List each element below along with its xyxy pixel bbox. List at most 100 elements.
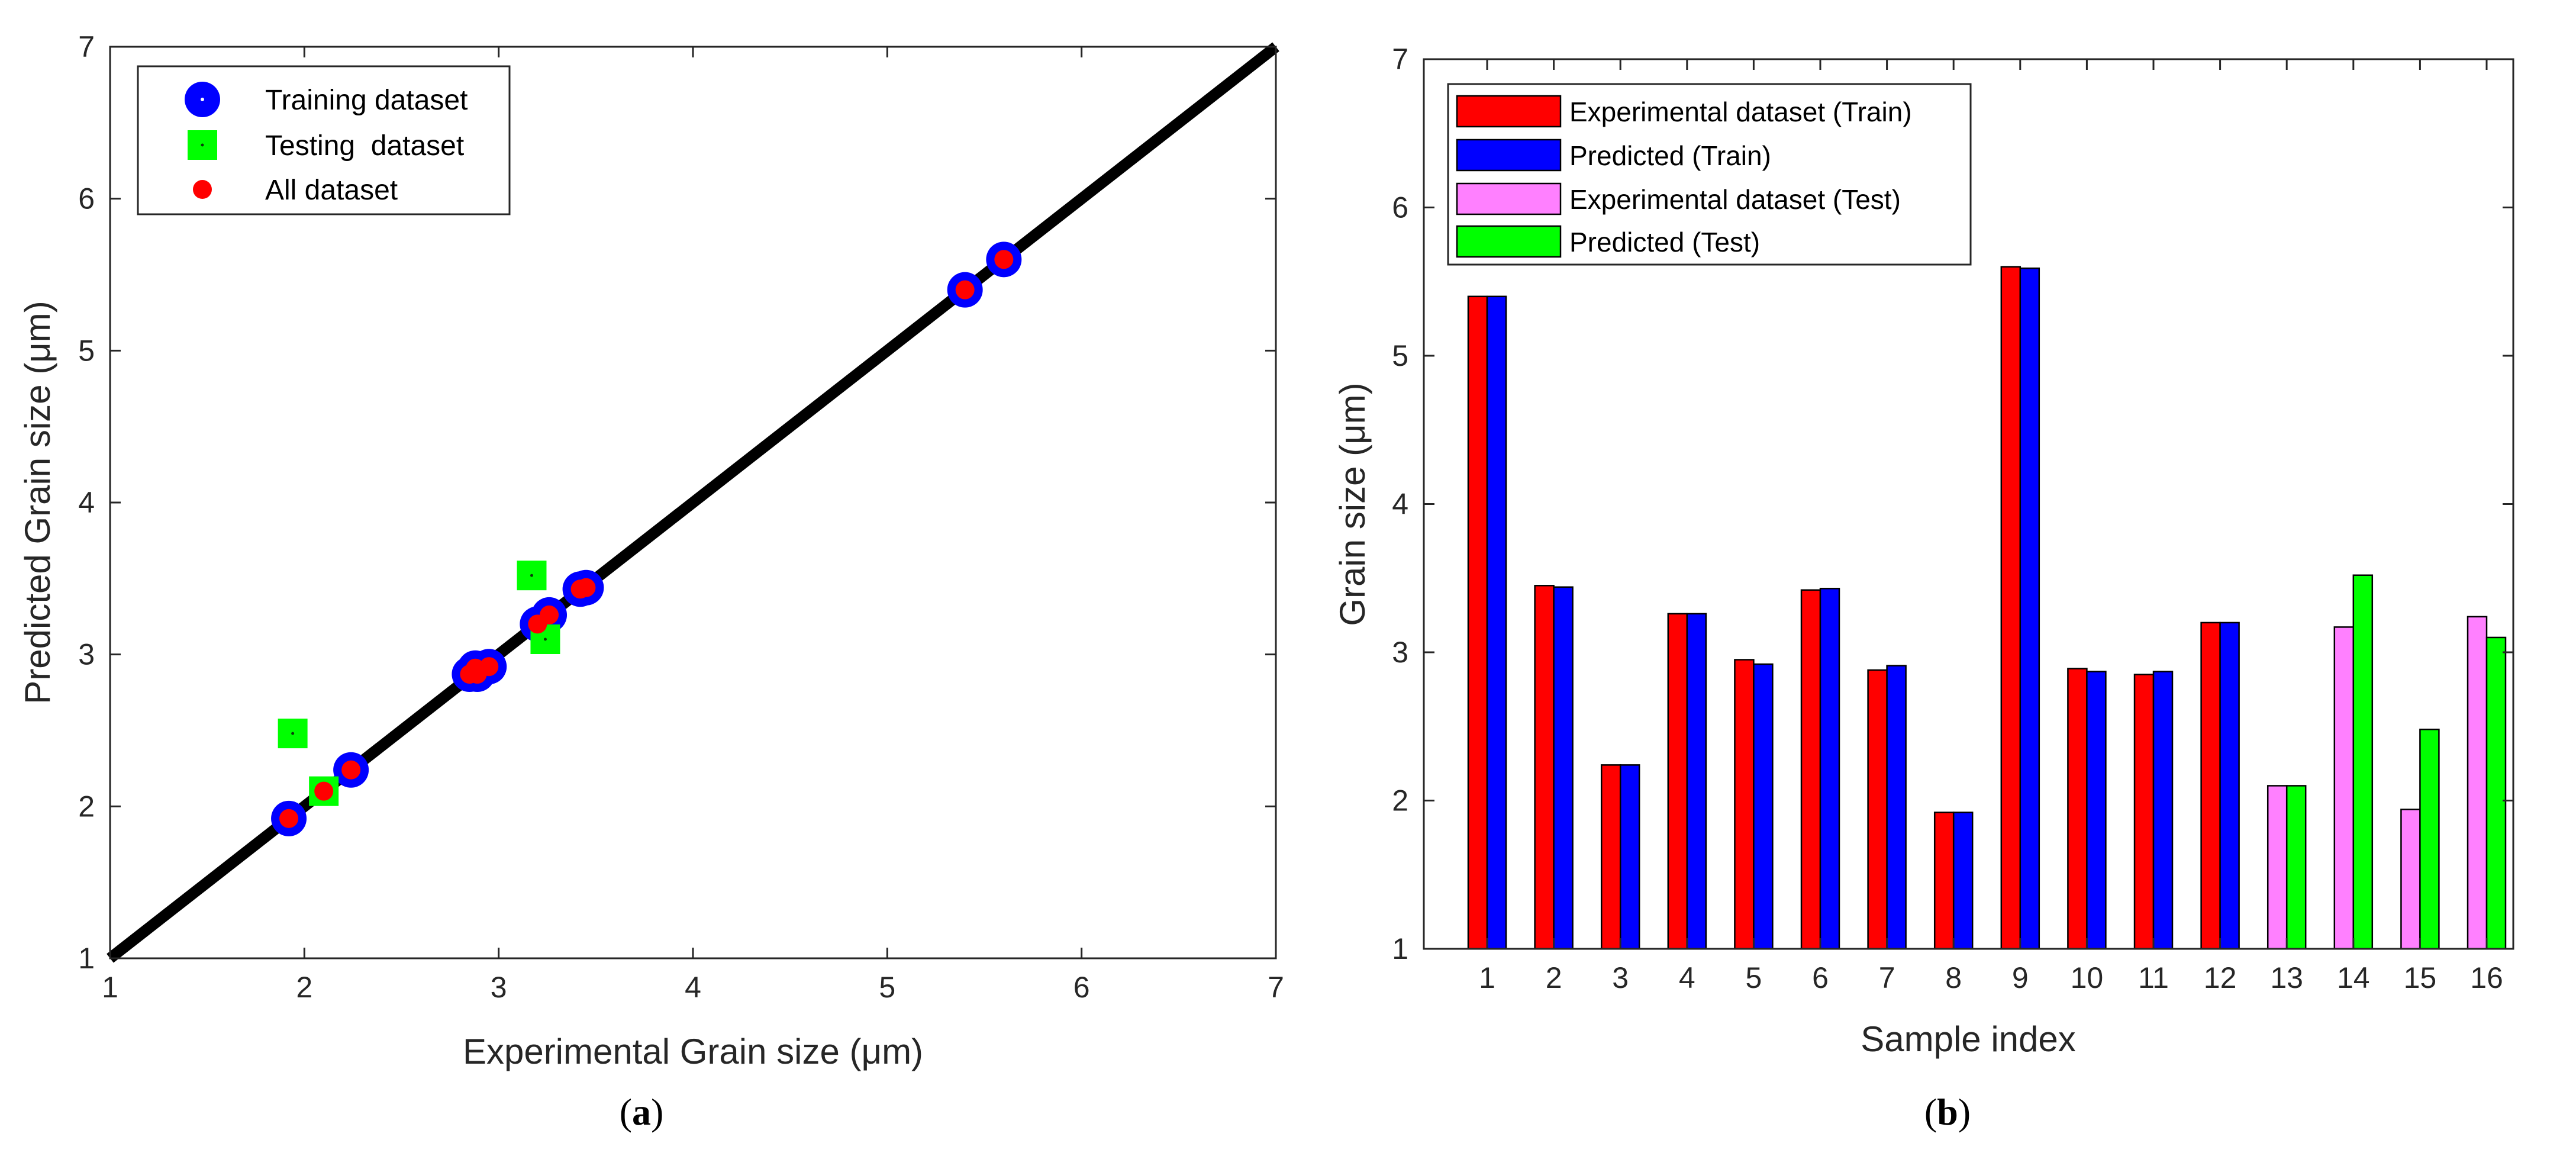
scatter-y-tick-label: 3 bbox=[78, 638, 95, 671]
bar bbox=[2133, 674, 2155, 950]
scatter-y-tick-label: 6 bbox=[78, 182, 95, 215]
bar-y-tick-label: 3 bbox=[1392, 636, 1408, 669]
scatter-legend-items: Training dataset Testing dataset All datas… bbox=[185, 82, 468, 206]
bar bbox=[1486, 295, 1507, 950]
bar bbox=[2267, 785, 2288, 950]
bar-legend-label: Experimental dataset (Train) bbox=[1569, 96, 1912, 127]
scatter-y-tick-label: 5 bbox=[78, 334, 95, 367]
scatter-panel: 1 2 3 4 5 6 7 1 2 3 4 5 6 7 Experimental Grain size (… bbox=[18, 30, 1284, 1133]
bar-y-tick-label: 1 bbox=[1392, 932, 1408, 965]
bar-y-tick-label: 6 bbox=[1392, 191, 1408, 224]
bar bbox=[2467, 616, 2488, 950]
bar-legend-label: Predicted (Train) bbox=[1569, 140, 1771, 171]
scatter-legend-label: Training dataset bbox=[265, 85, 468, 116]
panel-a-caption: (a) bbox=[620, 1091, 664, 1133]
bar bbox=[2200, 622, 2221, 950]
bar bbox=[2352, 574, 2374, 950]
bar bbox=[1867, 669, 1888, 950]
bar-x-tick-label: 11 bbox=[2138, 961, 2169, 994]
scatter-y-tick-label: 4 bbox=[78, 486, 95, 519]
scatter-x-tick-label: 5 bbox=[879, 971, 895, 1004]
bar bbox=[2485, 636, 2507, 950]
bar bbox=[2285, 785, 2307, 950]
bar-x-tick-label: 1 bbox=[1479, 961, 1495, 994]
bar-legend-swatch bbox=[1456, 182, 1562, 215]
bar-x-tick-label: 14 bbox=[2337, 961, 2370, 994]
bar-x-tick-label: 4 bbox=[1679, 961, 1695, 994]
bar-y-tick-label: 4 bbox=[1392, 488, 1408, 521]
bar-x-tick-label: 3 bbox=[1612, 961, 1629, 994]
bar bbox=[1600, 764, 1621, 950]
bar-x-tick-label: 7 bbox=[1879, 961, 1895, 994]
bar bbox=[2019, 267, 2040, 950]
testing-point bbox=[517, 561, 547, 591]
bar-x-tick-label: 16 bbox=[2470, 961, 2503, 994]
bar bbox=[1952, 812, 1974, 950]
bar-legend: Experimental dataset (Train) Predicted (T… bbox=[1447, 83, 1972, 266]
panel-a-caption-open: ( bbox=[620, 1091, 632, 1133]
panel-a-caption-letter: a bbox=[632, 1091, 651, 1133]
bar bbox=[2400, 809, 2421, 950]
scatter-y-tick-label: 7 bbox=[78, 30, 95, 63]
bar bbox=[1467, 295, 1488, 950]
bar bbox=[1667, 613, 1688, 950]
scatter-marks bbox=[107, 42, 1279, 963]
panel-b-caption: (b) bbox=[1924, 1091, 1971, 1133]
bar bbox=[1534, 585, 1555, 950]
bar-x-tick-label: 9 bbox=[2012, 961, 2029, 994]
bar-x-tick-label: 15 bbox=[2404, 961, 2437, 994]
bar-y-tick-label: 2 bbox=[1392, 784, 1408, 817]
bar-x-tick-label: 5 bbox=[1745, 961, 1762, 994]
bar-y-tick-label: 5 bbox=[1392, 339, 1408, 372]
all-dataset-point bbox=[570, 579, 590, 599]
bar-legend-swatch bbox=[1456, 139, 1562, 172]
panel-b-caption-open: ( bbox=[1924, 1091, 1937, 1133]
all-dataset-point bbox=[955, 280, 975, 300]
scatter-legend-label: Testing dataset bbox=[265, 130, 464, 162]
bar bbox=[1686, 613, 1707, 950]
legend-training-marker bbox=[185, 82, 220, 117]
all-dataset-point bbox=[279, 809, 299, 828]
bar bbox=[2067, 668, 2088, 950]
reference-line bbox=[107, 42, 1279, 963]
bar bbox=[1619, 764, 1640, 950]
scatter-y-axis-label: Predicted Grain size (μm) bbox=[18, 301, 57, 704]
all-dataset-point bbox=[460, 665, 479, 684]
scatter-x-tick-label: 1 bbox=[102, 971, 118, 1004]
panel-b-caption-letter: b bbox=[1937, 1091, 1958, 1133]
bar bbox=[2333, 626, 2355, 950]
bar-y-axis-label: Grain size (μm) bbox=[1333, 382, 1372, 626]
panel-a-caption-close: ) bbox=[651, 1091, 663, 1133]
bar-y-tick-label: 7 bbox=[1392, 43, 1408, 76]
bar-legend-items: Experimental dataset (Train) Predicted (T… bbox=[1456, 95, 1912, 258]
bar-legend-swatch bbox=[1456, 95, 1562, 128]
bar bbox=[1734, 659, 1755, 950]
bar bbox=[2219, 622, 2240, 950]
scatter-x-tick-label: 3 bbox=[491, 971, 507, 1004]
bar-x-tick-label: 8 bbox=[1945, 961, 1962, 994]
scatter-x-tick-label: 7 bbox=[1268, 971, 1284, 1004]
bar bbox=[2152, 671, 2174, 950]
bar-legend-swatch bbox=[1456, 225, 1562, 258]
legend-all-marker bbox=[193, 180, 212, 199]
all-dataset-point bbox=[314, 781, 334, 801]
bar bbox=[1819, 588, 1840, 950]
all-dataset-point bbox=[341, 760, 361, 780]
bar-x-tick-label: 13 bbox=[2270, 961, 2303, 994]
bar bbox=[1753, 663, 1774, 950]
testing-point bbox=[278, 719, 308, 749]
bar bbox=[1553, 586, 1574, 950]
scatter-ticks: 1 2 3 4 5 6 7 1 2 3 4 5 6 7 bbox=[78, 30, 1284, 1004]
scatter-x-tick-label: 2 bbox=[296, 971, 312, 1004]
panel-b-caption-close: ) bbox=[1958, 1091, 1971, 1133]
scatter-legend-label: All dataset bbox=[265, 175, 398, 206]
bar bbox=[1886, 665, 1907, 950]
scatter-y-tick-label: 2 bbox=[78, 790, 95, 823]
bar-legend-label: Predicted (Test) bbox=[1569, 227, 1760, 257]
bar-x-tick-label: 12 bbox=[2204, 961, 2237, 994]
scatter-x-tick-label: 6 bbox=[1073, 971, 1090, 1004]
scatter-x-axis-label: Experimental Grain size (μm) bbox=[463, 1032, 923, 1071]
